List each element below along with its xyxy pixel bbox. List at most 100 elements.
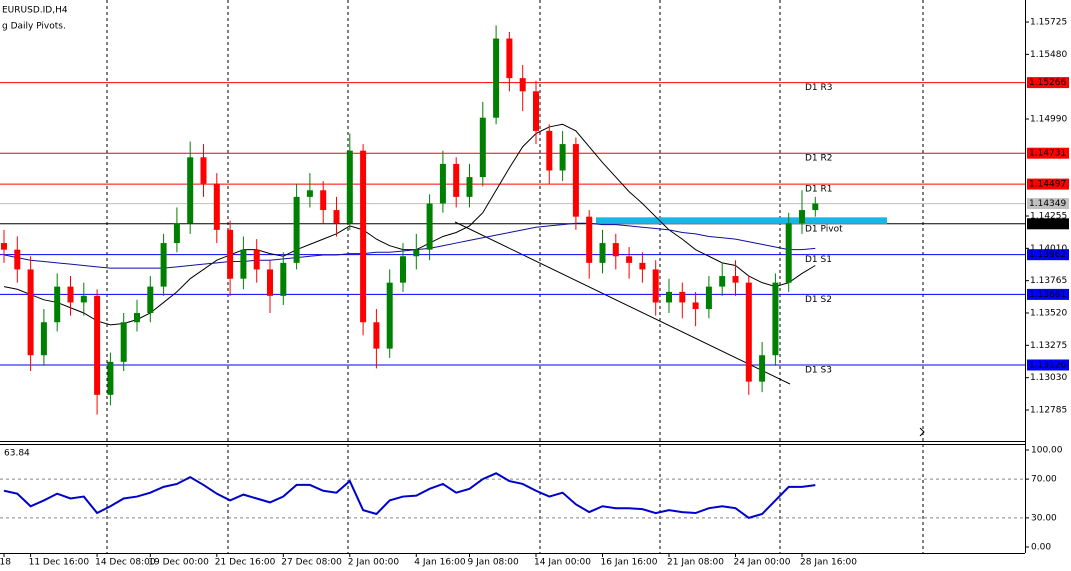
candle-body bbox=[14, 249, 21, 270]
candle-body bbox=[253, 249, 260, 270]
candle-body bbox=[147, 286, 154, 314]
candle-body bbox=[134, 313, 140, 323]
candle-body bbox=[586, 216, 593, 263]
price-box-label: 1.13661 bbox=[1029, 290, 1066, 300]
price-box bbox=[1027, 359, 1069, 371]
y-tick-label: 1.13275 bbox=[1030, 341, 1067, 351]
x-tick-label: 21 Jan 08:00 bbox=[667, 558, 724, 568]
x-tick-label: 21 Dec 16:00 bbox=[215, 558, 276, 568]
candle-body bbox=[812, 203, 819, 211]
candle-body bbox=[200, 157, 207, 184]
y-tick-label: 1.14255 bbox=[1030, 212, 1067, 222]
zone bbox=[596, 217, 887, 224]
price-box bbox=[1027, 77, 1069, 89]
y-tick-label: 1.12785 bbox=[1030, 405, 1067, 415]
candle-body bbox=[373, 322, 380, 349]
candle-body bbox=[719, 276, 726, 287]
candle-body bbox=[426, 203, 433, 250]
pivot-label: D1 R2 bbox=[805, 154, 833, 164]
price-box-label: 1.15266 bbox=[1029, 78, 1066, 88]
x-tick-label: 28 Jan 16:00 bbox=[800, 558, 857, 568]
y-tick-label: 1.13030 bbox=[1030, 373, 1067, 383]
candle-body bbox=[293, 196, 300, 263]
candle-body bbox=[267, 269, 273, 296]
candle-body bbox=[679, 291, 686, 303]
price-box-label: 1.13126 bbox=[1029, 360, 1066, 370]
candle-body bbox=[692, 302, 699, 310]
candle-body bbox=[533, 91, 539, 131]
y-tick-label: 1.14010 bbox=[1030, 244, 1067, 254]
candle-body bbox=[639, 262, 646, 270]
candle-body bbox=[466, 177, 473, 197]
price-box bbox=[1027, 147, 1069, 159]
candle-body bbox=[453, 163, 460, 197]
price-box-label: 1.14731 bbox=[1029, 149, 1066, 159]
x-tick-label: 19 Dec 00:00 bbox=[148, 558, 209, 568]
x-tick-label: 9 Jan 08:00 bbox=[468, 558, 520, 568]
candle-body bbox=[759, 355, 766, 382]
candle-body bbox=[67, 286, 74, 303]
moving-average bbox=[3, 222, 816, 269]
price-box-label: 1.14349 bbox=[1029, 199, 1066, 209]
candle-body bbox=[612, 243, 619, 257]
pivot-label: D1 R1 bbox=[805, 185, 833, 195]
x-tick-label: 24 Jan 00:00 bbox=[734, 558, 791, 568]
price-box-label: 1.14497 bbox=[1029, 180, 1066, 190]
rsi-tick-label: 70.00 bbox=[1031, 475, 1057, 485]
candle-body bbox=[80, 295, 87, 303]
indicator-name: g Daily Pivots. bbox=[2, 22, 66, 32]
candle-body bbox=[213, 183, 220, 230]
pivot-label: D1 R3 bbox=[805, 83, 833, 93]
candle-body bbox=[626, 256, 633, 263]
price-box-label: 1.13962 bbox=[1029, 250, 1066, 260]
pivot-label: D1 S1 bbox=[805, 255, 832, 265]
trendline bbox=[454, 221, 791, 385]
candle-body bbox=[559, 144, 566, 171]
candle-body bbox=[652, 269, 659, 303]
y-tick-label: 1.15480 bbox=[1030, 50, 1067, 60]
price-box bbox=[1027, 218, 1069, 230]
candle-body bbox=[320, 190, 327, 211]
candle-body bbox=[705, 286, 712, 310]
y-tick-label: 1.13520 bbox=[1030, 309, 1067, 319]
candle-body bbox=[1, 243, 7, 250]
x-tick-label: 27 Dec 08:00 bbox=[281, 558, 342, 568]
candle-body bbox=[599, 243, 606, 263]
price-box bbox=[1027, 198, 1069, 210]
candle-body bbox=[413, 249, 420, 257]
rsi-line bbox=[3, 472, 816, 519]
pivot-label: D1 Pivot bbox=[805, 224, 843, 234]
x-tick-label: 16 Jan 16:00 bbox=[601, 558, 658, 568]
rsi-tick-label: 0.00 bbox=[1031, 542, 1051, 552]
candle-body bbox=[785, 223, 792, 283]
candle-body bbox=[519, 78, 526, 92]
candle-body bbox=[386, 282, 393, 349]
candle-body bbox=[240, 249, 247, 279]
candle-body bbox=[107, 361, 114, 395]
price-box bbox=[1027, 288, 1069, 300]
candle-body bbox=[40, 322, 47, 356]
pivot-label: D1 S2 bbox=[805, 295, 832, 305]
candle-body bbox=[745, 282, 752, 382]
y-tick-label: 1.13765 bbox=[1030, 276, 1067, 286]
candle-body bbox=[187, 157, 194, 224]
candle-body bbox=[120, 322, 127, 362]
candle-body bbox=[479, 117, 486, 178]
pivot-label: D1 S3 bbox=[805, 365, 832, 375]
candle-body bbox=[506, 38, 513, 79]
candle-body bbox=[400, 256, 406, 283]
candle-body bbox=[360, 150, 367, 323]
candle-body bbox=[280, 262, 287, 296]
candle-body bbox=[173, 223, 180, 244]
y-tick-label: 1.14990 bbox=[1030, 115, 1067, 125]
rsi-value: 63.84 bbox=[4, 449, 30, 459]
x-tick-label: 4 Jan 16:00 bbox=[414, 558, 466, 568]
y-tick-label: 1.15725 bbox=[1030, 18, 1067, 28]
candle-body bbox=[54, 286, 61, 323]
candle-body bbox=[572, 144, 579, 217]
rsi-tick-label: 30.00 bbox=[1031, 513, 1057, 523]
x-tick-label: 18 bbox=[0, 558, 11, 568]
price-box-label: 1.14196 bbox=[1029, 219, 1066, 229]
